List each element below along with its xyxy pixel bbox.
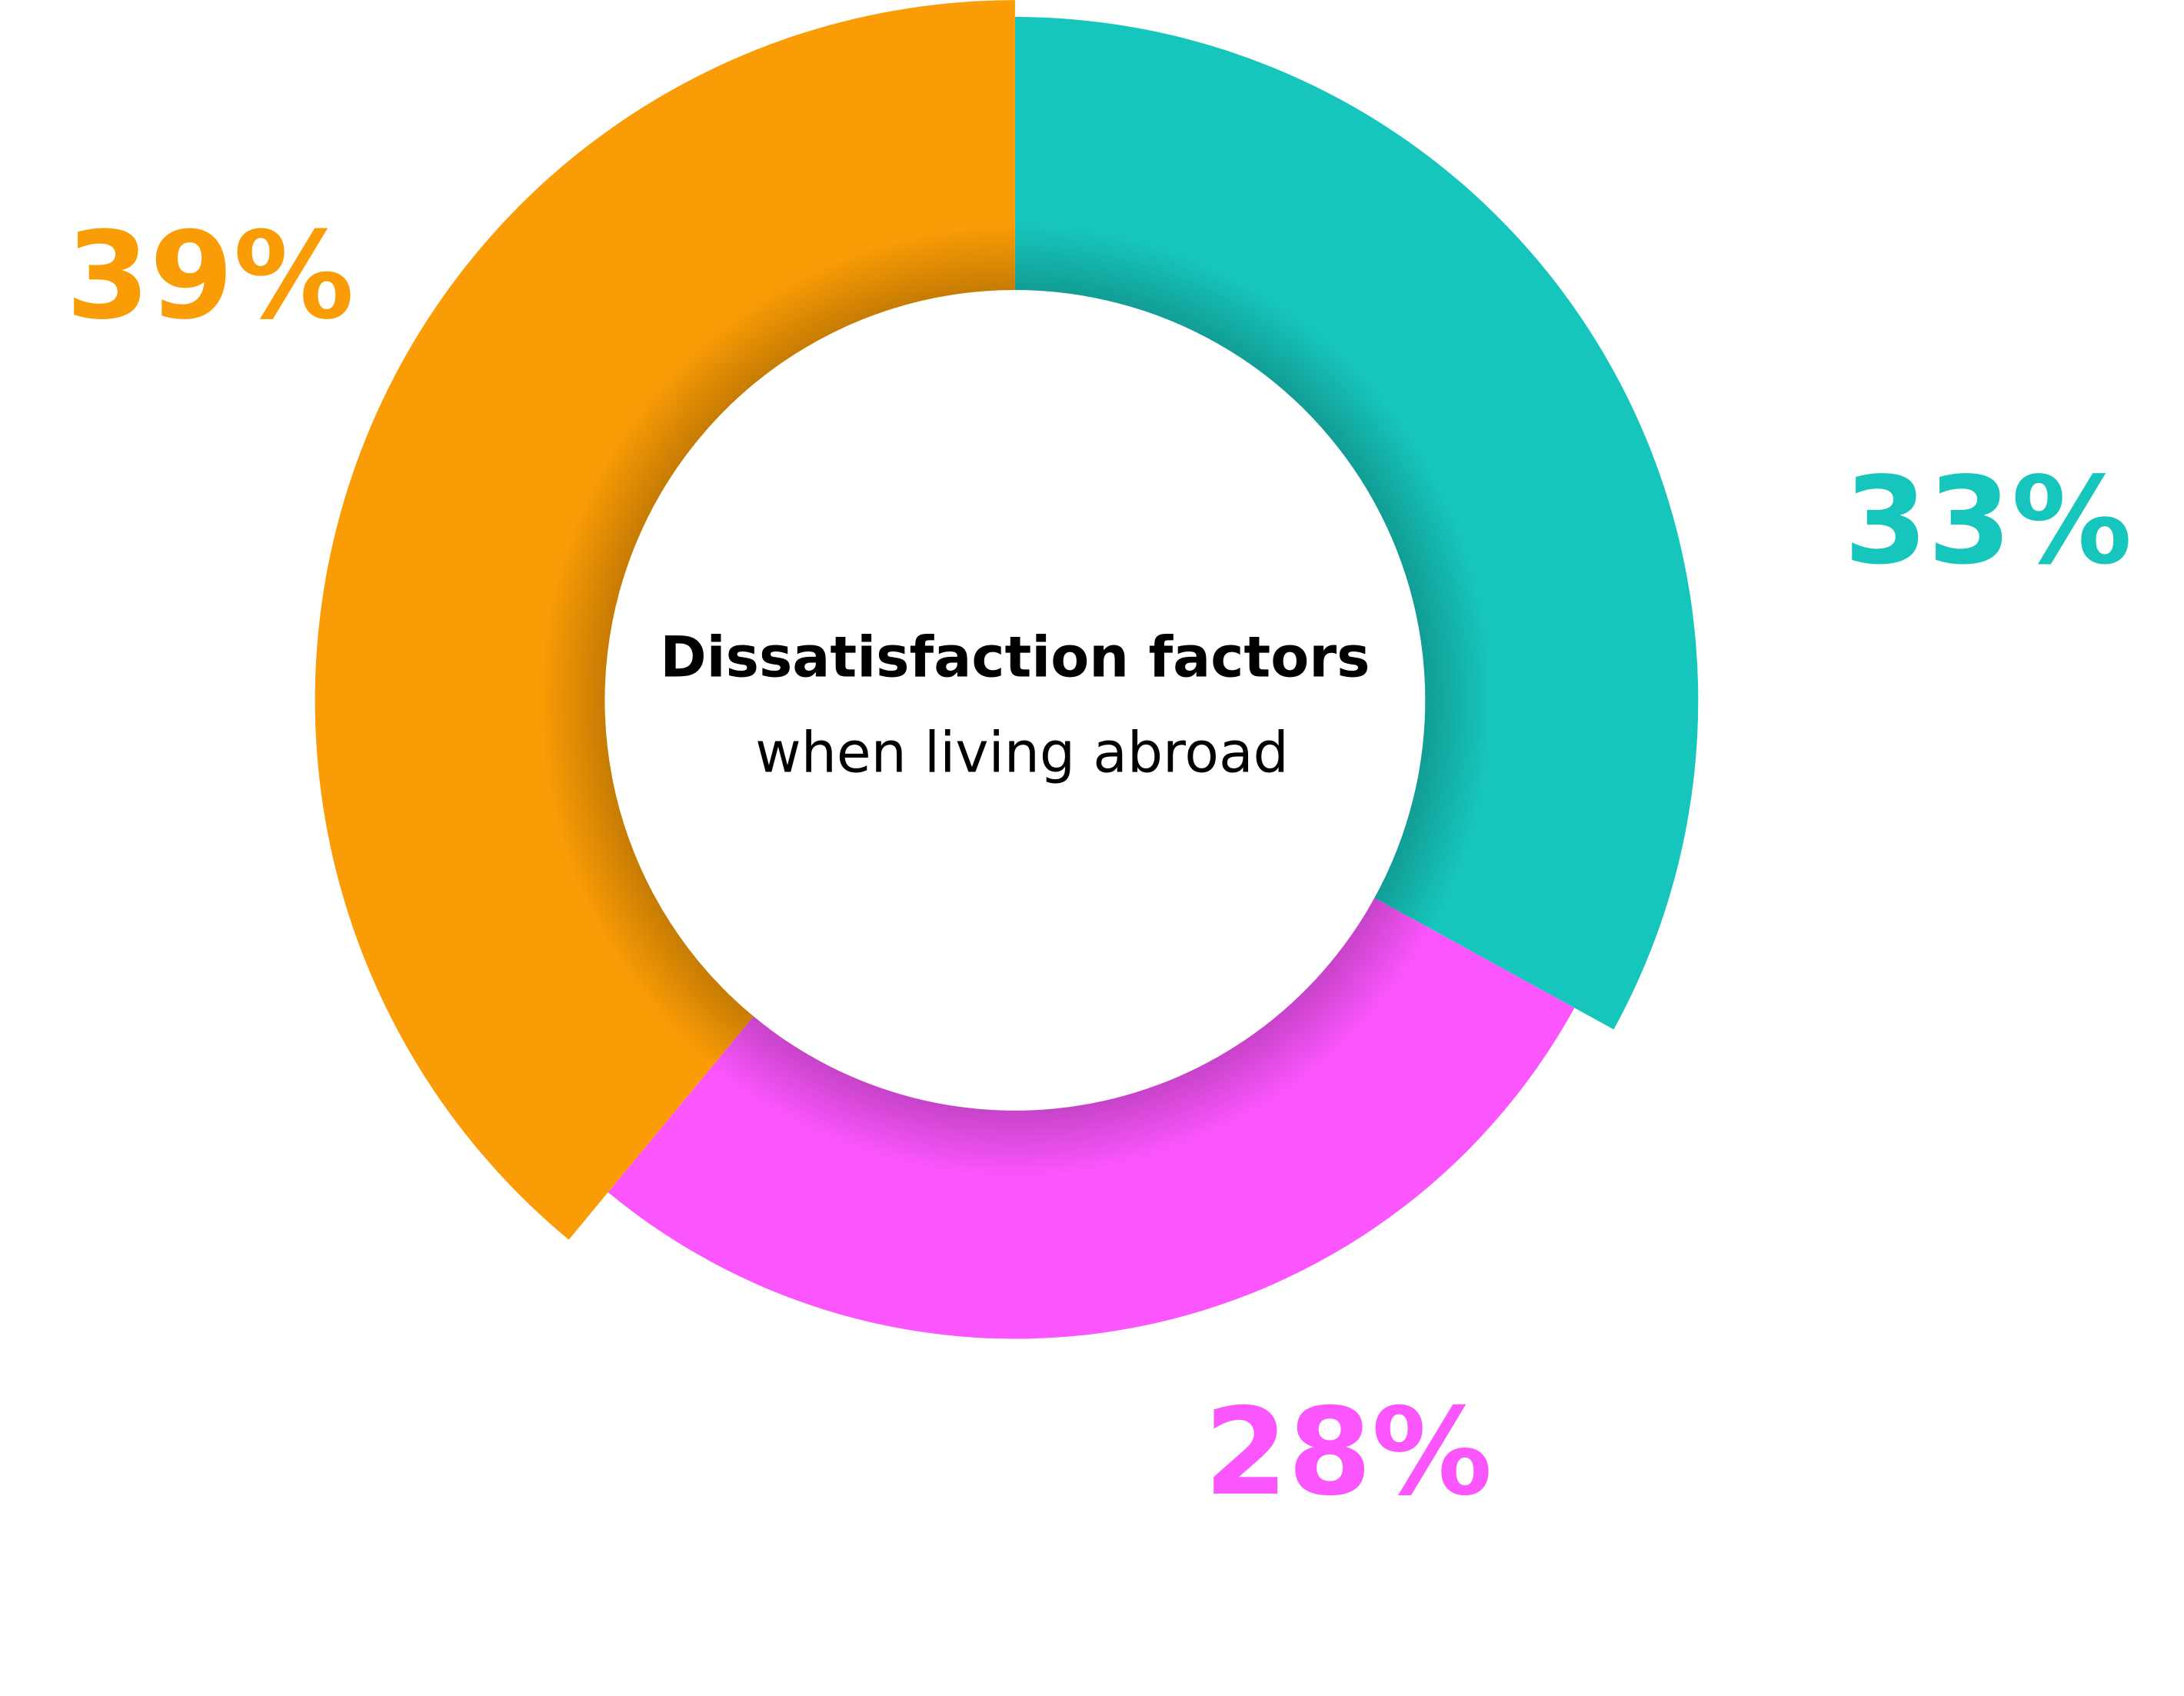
labels: 33% 28% 39% xyxy=(66,206,2132,1522)
value-label: 28% xyxy=(1204,1382,1493,1522)
value-label: 33% xyxy=(1844,451,2132,591)
slice-shade xyxy=(1014,17,1699,1030)
slices xyxy=(315,0,1699,1339)
slice-shade xyxy=(315,0,1015,1240)
value-label: 39% xyxy=(66,206,355,346)
chart-title: Dissatisfaction factors xyxy=(660,625,1370,690)
slice-shade xyxy=(608,898,1575,1339)
chart-subtitle: when living abroad xyxy=(755,720,1289,785)
